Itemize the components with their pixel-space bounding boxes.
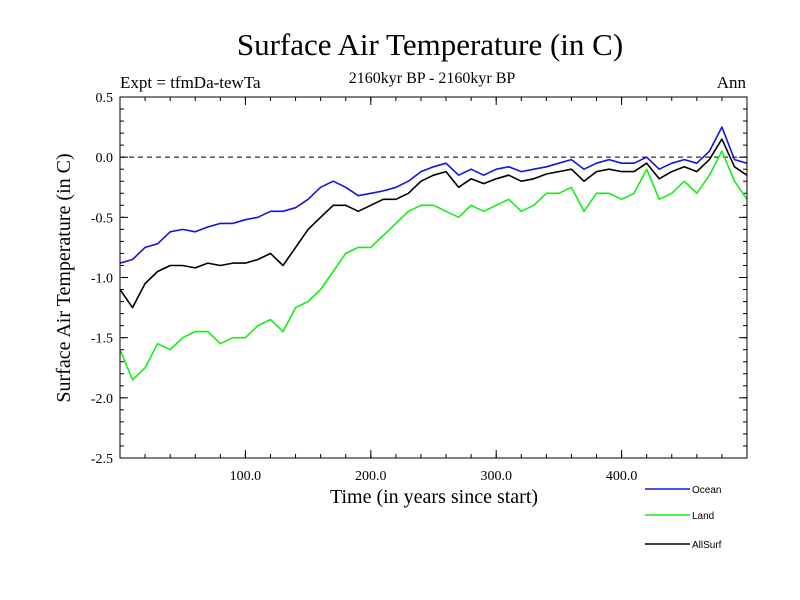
series-line-land xyxy=(120,150,747,381)
chart-subtitle: 2160kyr BP - 2160kyr BP xyxy=(349,70,516,87)
series-line-allsurf xyxy=(120,138,747,309)
x-tick-label: 100.0 xyxy=(230,469,262,484)
chart-title: Surface Air Temperature (in C) xyxy=(237,27,623,62)
y-tick-label: -2.5 xyxy=(91,452,113,467)
y-tick-label: -2.0 xyxy=(91,392,113,407)
plot-frame xyxy=(119,96,748,459)
series-line-ocean xyxy=(120,126,747,264)
y-tick-label: -1.5 xyxy=(91,332,113,347)
legend-label-land: Land xyxy=(692,511,714,522)
legend-label-allsurf: AllSurf xyxy=(692,540,722,551)
experiment-label: Expt = tfmDa-tewTa xyxy=(120,73,261,92)
y-axis-ticks: -2.5 -2.0 -1.5 -1.0 -0.5 0.0 0.5 xyxy=(91,91,747,467)
period-label: Ann xyxy=(717,73,747,92)
legend: Ocean Land AllSurf xyxy=(645,485,722,551)
x-tick-label: 200.0 xyxy=(355,469,387,484)
y-tick-label: 0.0 xyxy=(96,151,114,166)
y-axis-label: Surface Air Temperature (in C) xyxy=(53,153,75,402)
y-tick-label: -1.0 xyxy=(91,272,113,287)
series-lines xyxy=(120,126,747,381)
x-axis-label: Time (in years since start) xyxy=(330,486,538,508)
legend-label-ocean: Ocean xyxy=(692,485,721,496)
x-axis-ticks: 100.0 200.0 300.0 400.0 xyxy=(144,97,723,484)
y-tick-label: 0.5 xyxy=(96,91,114,106)
x-tick-label: 400.0 xyxy=(606,469,638,484)
y-tick-label: -0.5 xyxy=(91,211,113,226)
x-tick-label: 300.0 xyxy=(480,469,512,484)
